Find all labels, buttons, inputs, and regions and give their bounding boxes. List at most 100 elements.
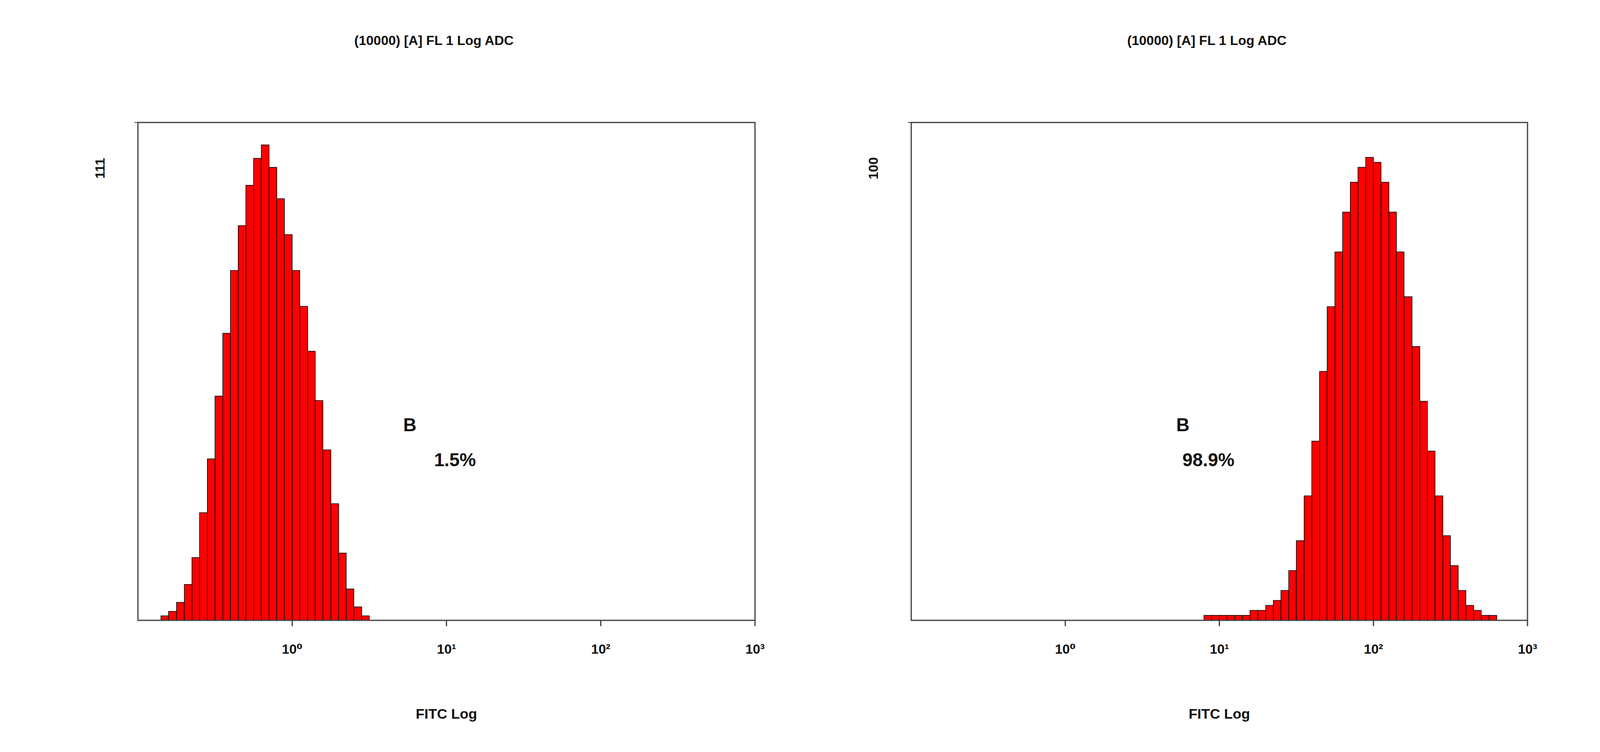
histogram-bar (1481, 615, 1489, 621)
histogram-bar (1373, 162, 1381, 621)
annotation: 1.5% (434, 449, 476, 470)
chart-title: (10000) [A] FL 1 Log ADC (1127, 32, 1287, 48)
histogram-bar (1450, 565, 1459, 621)
y-tick (907, 122, 912, 123)
histogram-bar (1412, 346, 1420, 621)
histogram-bar (261, 145, 270, 621)
histogram-bar (1350, 182, 1358, 621)
histogram-bar (338, 553, 347, 621)
histogram-bar (346, 589, 354, 621)
histogram-bar (253, 158, 262, 621)
histogram-bar (1319, 371, 1328, 621)
histogram-bar (1365, 157, 1374, 621)
histogram-bar (1357, 167, 1366, 621)
histogram-bar (1342, 212, 1350, 621)
histogram-bar (184, 584, 192, 621)
histogram-bar (269, 167, 277, 621)
histogram-bar (245, 185, 254, 621)
histogram-bar (1273, 600, 1281, 621)
x-tick-label: 10⁰ (281, 641, 303, 657)
histogram-bar (299, 306, 308, 621)
x-axis-label: FITC Log (1188, 705, 1250, 722)
histogram-bar (1327, 306, 1335, 621)
plot-frame (911, 122, 1528, 621)
histogram-bar (1442, 535, 1451, 621)
histogram-bar (168, 611, 177, 621)
histogram-bar (199, 512, 208, 621)
histogram-bar (1280, 590, 1289, 621)
histogram-bar (1296, 540, 1305, 621)
x-axis-label: FITC Log (415, 705, 478, 722)
histogram-bar (1304, 495, 1312, 621)
histogram-bar (238, 225, 246, 621)
annotation: 98.9% (1182, 449, 1235, 470)
histogram-bar (1396, 252, 1404, 621)
x-tick-label: 10² (1363, 641, 1383, 657)
histogram-bar (1380, 182, 1389, 621)
histogram-bar (192, 557, 200, 621)
histogram-bar (1235, 615, 1243, 621)
histogram-bar (284, 234, 293, 621)
plot-frame (137, 122, 755, 621)
x-tick (600, 620, 602, 627)
x-tick-label: 10² (591, 641, 611, 657)
x-tick (1527, 620, 1529, 627)
histogram-bar (1473, 610, 1482, 621)
x-tick (445, 620, 448, 627)
chart: 10⁰ 10¹ 10² 10³ 100 (10000) [A] FL 1 Log ADC F… (865, 32, 1538, 722)
histogram-bar (1311, 441, 1320, 621)
histogram-bar (1242, 615, 1250, 621)
page: {"chart_data": [ {"type": "histogram", "… (0, 0, 1600, 752)
histogram-bar (330, 503, 339, 621)
histogram-bar (353, 607, 362, 621)
x-tick-label: 10³ (1517, 641, 1538, 657)
x-tick (1218, 620, 1220, 627)
histogram-bars (160, 145, 370, 621)
histogram-bar (1465, 605, 1474, 621)
histogram-bar (1257, 610, 1266, 621)
histogram-bar (322, 450, 331, 621)
histogram-bar (276, 198, 285, 621)
histogram-bar (1211, 615, 1220, 621)
histogram-bar (307, 351, 315, 621)
x-tick (1064, 620, 1066, 627)
histogram-bar (361, 615, 370, 621)
histogram-bar (160, 615, 169, 621)
histogram-bar (315, 400, 323, 621)
histogram-bar (230, 270, 239, 621)
x-tick (754, 620, 756, 627)
x-tick (1372, 620, 1375, 627)
histogram-bar (1250, 610, 1258, 621)
x-tick (291, 620, 293, 627)
x-tick-label: 10³ (745, 641, 765, 657)
histogram-bar (176, 602, 185, 621)
figure: 10⁰ 10¹ 10² 10³ 111 (10000) [A] FL 1 Log ADC F… (0, 0, 1600, 752)
y-tick (134, 122, 138, 123)
histogram-bar (1427, 451, 1435, 621)
x-tick-label: 10¹ (436, 641, 456, 657)
histogram-bar (207, 458, 215, 621)
annotation: B (403, 414, 417, 435)
histogram-bar (222, 333, 231, 621)
histogram-bar (1227, 615, 1235, 621)
histogram-bar (1388, 212, 1397, 621)
histogram-bar (1335, 252, 1343, 621)
histogram-bar (1265, 605, 1274, 621)
x-tick-label: 10¹ (1209, 641, 1229, 657)
chart-title: (10000) [A] FL 1 Log ADC (354, 32, 514, 48)
annotation: B (1176, 414, 1190, 435)
histogram-bar (292, 270, 300, 621)
histogram-bar (1435, 495, 1443, 621)
histogram-bar (1219, 615, 1228, 621)
histogram-bar (1488, 615, 1497, 621)
histogram-bar (1203, 615, 1212, 621)
y-tick-label: 111 (92, 157, 108, 179)
histogram-bar (1288, 570, 1297, 621)
histogram-bar (1404, 296, 1413, 621)
histogram-bar (1420, 401, 1428, 621)
y-tick-label: 100 (865, 157, 881, 180)
histogram-bar (1458, 590, 1466, 621)
x-tick-label: 10⁰ (1055, 641, 1076, 657)
histogram-bars (1203, 157, 1497, 621)
chart: 10⁰ 10¹ 10² 10³ 111 (10000) [A] FL 1 Log ADC F… (92, 32, 765, 722)
